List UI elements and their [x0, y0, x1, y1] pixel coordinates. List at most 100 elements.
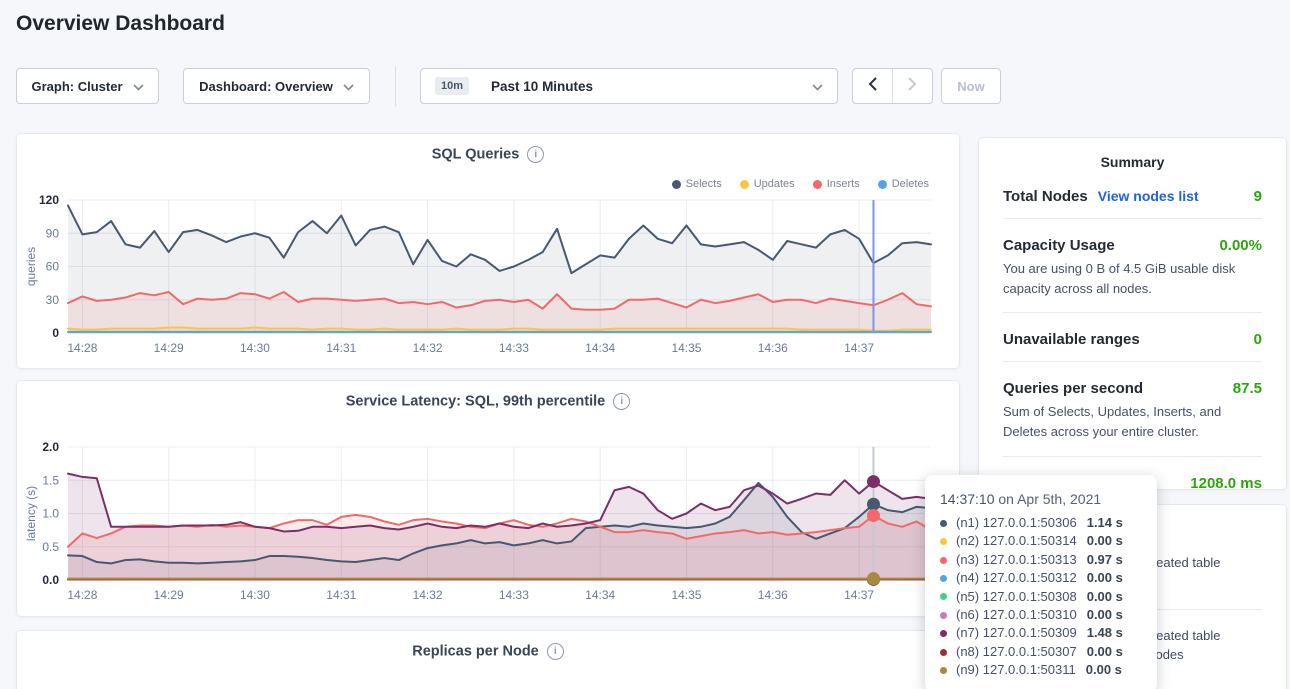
- tooltip-node-row: (n5) 127.0.0.1:50308 0.00 s: [940, 588, 1142, 606]
- inserts-dot-icon: [812, 179, 822, 189]
- legend-item-selects: Selects: [671, 178, 722, 190]
- node-latency-value: 0.00 s: [1086, 533, 1123, 549]
- tooltip-node-row: (n9) 127.0.0.1:50311 0.00 s: [940, 661, 1142, 679]
- svg-text:14:33: 14:33: [499, 341, 529, 355]
- view-nodes-list-link[interactable]: View nodes list: [1097, 188, 1199, 204]
- tooltip-date: on Apr 5th, 2021: [994, 491, 1102, 507]
- updates-dot-icon: [739, 179, 749, 189]
- svg-text:1.5: 1.5: [42, 473, 59, 487]
- tooltip-time: 14:37:10: [940, 491, 995, 507]
- node-latency-value: 1.48 s: [1086, 625, 1123, 641]
- unavailable-ranges-label: Unavailable ranges: [1003, 331, 1140, 349]
- svg-text:14:35: 14:35: [671, 341, 701, 355]
- node-dot-icon: [940, 630, 947, 638]
- svg-text:14:32: 14:32: [413, 588, 443, 602]
- node-address: (n6) 127.0.0.1:50310: [956, 607, 1077, 623]
- svg-text:14:31: 14:31: [326, 588, 356, 602]
- unavailable-ranges-row: Unavailable ranges 0: [1003, 331, 1262, 348]
- capacity-usage-subtext: You are using 0 B of 4.5 GiB usable disk…: [1003, 261, 1236, 297]
- axis-labels: 0 30 60 90 120 14:28 14:29 14:30 14:31 14:32 14:33…: [24, 193, 874, 355]
- unavailable-ranges-value: 0: [1253, 331, 1262, 349]
- info-icon[interactable]: [613, 393, 631, 410]
- time-step-group: [852, 68, 933, 104]
- replicas-per-node-card: Replicas per Node: [16, 630, 960, 689]
- chevron-left-icon: [868, 76, 877, 96]
- queries-per-second-value: 87.5: [1232, 380, 1262, 398]
- queries-per-second-label: Queries per second: [1003, 380, 1144, 398]
- capacity-usage-value: 0.00%: [1219, 237, 1262, 254]
- service-latency-card: Service Latency: SQL, 99th percentile 0.…: [16, 380, 960, 617]
- node-address: (n5) 127.0.0.1:50308: [956, 588, 1077, 604]
- svg-text:120: 120: [39, 193, 59, 207]
- queries-per-second-subtext: Sum of Selects, Updates, Inserts, and De…: [1003, 404, 1222, 440]
- summary-heading: Summary: [1100, 154, 1165, 170]
- time-range-select[interactable]: 10m Past 10 Minutes: [420, 68, 838, 104]
- service-latency-title-text: Service Latency: SQL, 99th percentile: [345, 393, 606, 410]
- node-address: (n4) 127.0.0.1:50312: [956, 570, 1077, 586]
- node-address: (n2) 127.0.0.1:50314: [956, 533, 1077, 549]
- prev-time-button[interactable]: [853, 69, 892, 103]
- chevron-down-icon: [343, 79, 354, 94]
- node-dot-icon: [940, 593, 947, 601]
- sql-queries-card: SQL Queries Selects Updates Inserts Dele…: [16, 133, 960, 369]
- legend-label: Inserts: [826, 178, 860, 190]
- dashboard-dropdown[interactable]: Dashboard: Overview: [183, 68, 370, 104]
- selects-dot-icon: [671, 179, 681, 189]
- graph-dropdown-label: Graph: Cluster: [31, 78, 123, 94]
- svg-text:0: 0: [52, 326, 59, 340]
- next-time-button[interactable]: [892, 69, 932, 103]
- crosshair-dots: [866, 475, 880, 586]
- summary-panel: Summary Total Nodes View nodes list 9 Ca…: [978, 137, 1287, 490]
- divider: [1003, 455, 1262, 457]
- chevron-right-icon: [908, 76, 917, 96]
- node-latency-value: 0.00 s: [1086, 643, 1123, 659]
- svg-text:14:33: 14:33: [499, 588, 529, 602]
- svg-text:latency (s): latency (s): [24, 486, 38, 541]
- capacity-usage-label: Capacity Usage: [1003, 237, 1115, 254]
- svg-text:14:28: 14:28: [67, 588, 97, 602]
- divider: [1003, 218, 1262, 219]
- node-dot-icon: [940, 666, 947, 674]
- tooltip-rows: (n1) 127.0.0.1:50306 1.14 s (n2) 127.0.0.1…: [940, 514, 1142, 680]
- dashboard-dropdown-label: Dashboard: Overview: [199, 78, 333, 94]
- svg-text:90: 90: [46, 226, 60, 240]
- now-button[interactable]: Now: [941, 68, 1001, 104]
- node-latency-value: 0.00 s: [1085, 662, 1122, 678]
- service-latency-chart[interactable]: 0.0 0.5 1.0 1.5 2.0 14:28 14:29 14:30 14:31 14:32…: [17, 381, 961, 618]
- node-latency-value: 0.97 s: [1086, 551, 1123, 567]
- capacity-usage-row: Capacity Usage 0.00%: [1003, 237, 1262, 254]
- chevron-down-icon: [132, 79, 144, 94]
- sql-queries-chart[interactable]: 0 30 60 90 120 14:28 14:29 14:30 14:31 14:32 14:33…: [17, 134, 961, 370]
- svg-text:60: 60: [46, 260, 60, 274]
- legend-item-inserts: Inserts: [812, 178, 860, 190]
- series: [67, 472, 932, 581]
- service-latency-title: Service Latency: SQL, 99th percentile: [17, 393, 959, 410]
- legend-item-deletes: Deletes: [877, 178, 929, 190]
- node-address: (n7) 127.0.0.1:50309: [956, 625, 1077, 641]
- svg-text:0.0: 0.0: [42, 573, 59, 587]
- replicas-per-node-title: Replicas per Node: [17, 643, 959, 660]
- axis-labels: 0.0 0.5 1.0 1.5 2.0 14:28 14:29 14:30 14:31 14:32…: [24, 440, 874, 602]
- tooltip-node-row: (n8) 127.0.0.1:50307 0.00 s: [940, 643, 1142, 661]
- time-range-badge: 10m: [435, 77, 470, 95]
- tooltip-node-row: (n7) 127.0.0.1:50309 1.48 s: [940, 624, 1142, 642]
- svg-text:14:30: 14:30: [240, 588, 270, 602]
- node-latency-value: 1.14 s: [1086, 515, 1123, 530]
- legend-label: Selects: [685, 178, 722, 190]
- total-nodes-row: Total Nodes View nodes list 9: [1003, 188, 1262, 205]
- time-range-label: Past 10 Minutes: [491, 78, 594, 94]
- node-dot-icon: [940, 574, 947, 582]
- sql-queries-title: SQL Queries: [17, 146, 959, 163]
- legend-label: Updates: [753, 178, 795, 190]
- node-address: (n1) 127.0.0.1:50306: [956, 515, 1077, 530]
- graph-dropdown[interactable]: Graph: Cluster: [16, 68, 159, 104]
- info-icon[interactable]: [527, 146, 545, 163]
- toolbar-divider: [395, 66, 396, 106]
- info-icon[interactable]: [546, 643, 564, 660]
- node-latency-value: 0.00 s: [1086, 607, 1123, 623]
- node-dot-icon: [940, 611, 947, 619]
- svg-text:14:35: 14:35: [671, 588, 701, 602]
- svg-text:14:37: 14:37: [844, 341, 874, 355]
- node-dot-icon: [940, 556, 947, 564]
- node-dot-icon: [940, 538, 947, 546]
